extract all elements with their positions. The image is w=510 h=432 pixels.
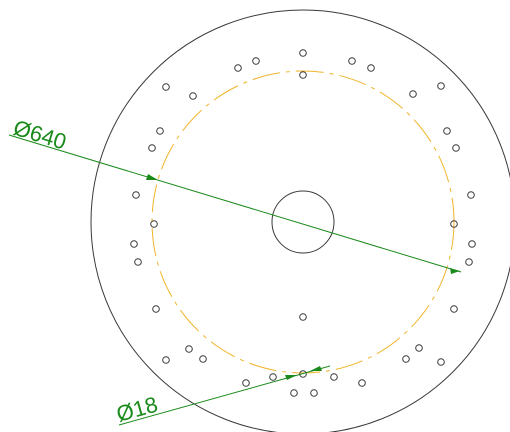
dimension-arrow-end: [450, 268, 460, 274]
hole: [152, 305, 160, 313]
hole: [234, 64, 242, 72]
hole: [189, 92, 197, 100]
hole: [367, 64, 375, 72]
hole: [290, 389, 298, 397]
hole: [402, 355, 410, 363]
hole: [443, 127, 451, 135]
dimension-label-640: Ø640: [11, 115, 70, 155]
hole: [156, 127, 164, 135]
hole: [409, 90, 417, 98]
hole: [299, 49, 307, 57]
hole: [437, 358, 445, 366]
hole: [162, 83, 170, 91]
hole: [299, 313, 307, 321]
dimension-label-18: Ø18: [114, 392, 161, 427]
center-bore: [271, 190, 335, 254]
hole: [185, 345, 193, 353]
hole: [310, 389, 318, 397]
dimension-leader-line: [8, 134, 462, 273]
hole: [199, 355, 207, 363]
hole: [162, 356, 170, 364]
hole: [348, 57, 356, 65]
hole: [134, 258, 142, 266]
hole: [415, 344, 423, 352]
hole: [269, 373, 277, 381]
hole-pattern: [130, 49, 476, 397]
hole: [132, 191, 140, 199]
outer-disk-outline: [90, 9, 510, 432]
hole: [330, 373, 338, 381]
hole-dimension-arrow-end: [310, 366, 322, 371]
hole: [452, 144, 460, 152]
hole: [450, 220, 458, 228]
hole: [299, 71, 307, 79]
hole: [252, 57, 260, 65]
diameter-dimension-640: Ø640: [8, 115, 462, 274]
pitch-circle-centerline: [151, 70, 455, 374]
hole: [437, 82, 445, 90]
hole: [467, 191, 475, 199]
hole: [450, 305, 458, 313]
hole: [150, 220, 158, 228]
hole-dimension-arrow-start: [285, 375, 297, 380]
hole: [358, 379, 366, 387]
hole: [242, 379, 250, 387]
hole: [148, 144, 156, 152]
dimension-arrow-start: [146, 174, 158, 180]
hole: [465, 258, 473, 266]
hole: [468, 240, 476, 248]
hole: [130, 240, 138, 248]
